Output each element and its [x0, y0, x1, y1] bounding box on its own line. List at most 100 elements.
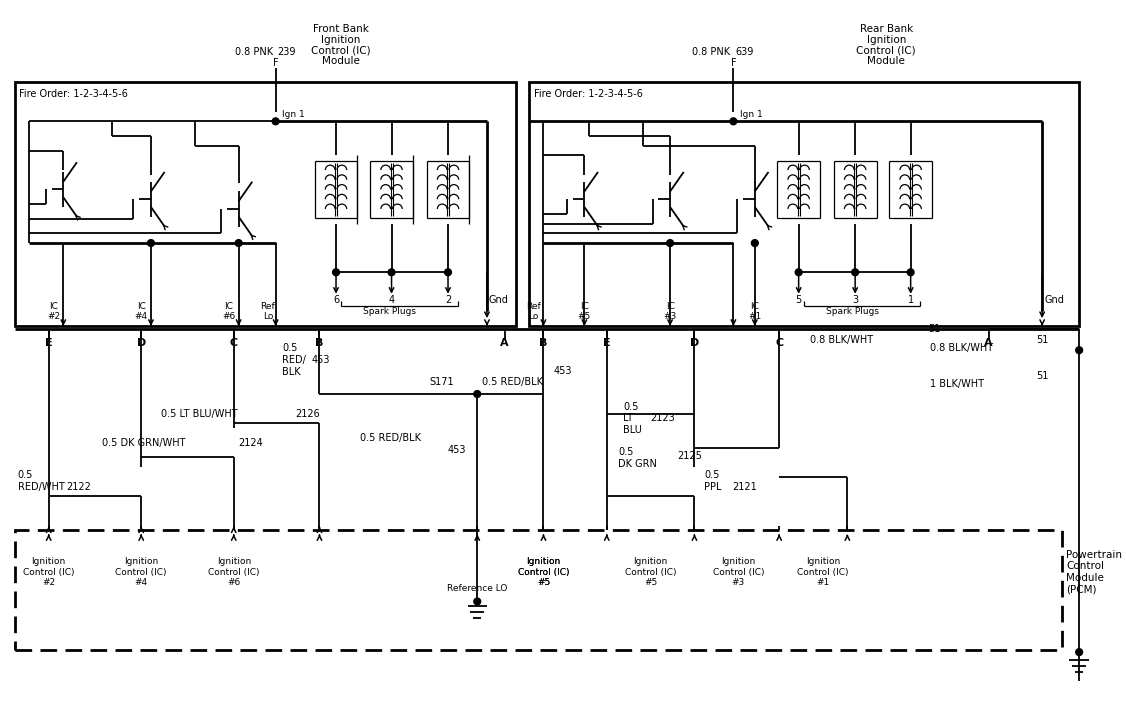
Text: Module: Module	[322, 56, 360, 66]
Text: Reference LO: Reference LO	[447, 584, 508, 593]
Circle shape	[751, 240, 758, 247]
Text: IC: IC	[50, 302, 59, 311]
Text: 2123: 2123	[651, 413, 676, 423]
Text: A: A	[984, 338, 993, 348]
Text: Ignition
Control (IC)
#5: Ignition Control (IC) #5	[518, 558, 570, 587]
Text: Lo: Lo	[528, 312, 539, 320]
Text: A: A	[500, 338, 509, 348]
Text: 0.5: 0.5	[283, 343, 297, 353]
Text: IC: IC	[224, 302, 233, 311]
Text: 0.5 RED/BLK: 0.5 RED/BLK	[482, 378, 543, 388]
Text: Module: Module	[1066, 573, 1105, 583]
Text: Module: Module	[867, 56, 905, 66]
Text: 0.5: 0.5	[704, 470, 720, 480]
Text: IC: IC	[665, 302, 674, 311]
Text: #5: #5	[578, 312, 591, 320]
Text: Control: Control	[1066, 561, 1105, 571]
Circle shape	[474, 390, 481, 398]
Circle shape	[235, 240, 242, 247]
Text: 0.8 BLK/WHT: 0.8 BLK/WHT	[930, 343, 993, 353]
Text: Powertrain: Powertrain	[1066, 550, 1123, 560]
Text: Ign 1: Ign 1	[283, 110, 305, 119]
Text: 2122: 2122	[66, 481, 91, 491]
Text: BLK: BLK	[283, 367, 301, 377]
Text: Spark Plugs: Spark Plugs	[825, 307, 878, 316]
Circle shape	[388, 269, 395, 276]
Text: 0.5: 0.5	[624, 402, 638, 412]
Text: 0.5: 0.5	[618, 448, 634, 458]
Text: 0.8 BLK/WHT: 0.8 BLK/WHT	[811, 335, 874, 345]
Text: Ignition
Control (IC)
#1: Ignition Control (IC) #1	[797, 558, 849, 587]
Text: Ignition
Control (IC)
#2: Ignition Control (IC) #2	[23, 558, 74, 587]
Text: Ignition
Control (IC)
#4: Ignition Control (IC) #4	[116, 558, 167, 587]
Text: RED/: RED/	[283, 355, 306, 365]
Text: Gnd: Gnd	[489, 295, 509, 305]
Text: D: D	[136, 338, 146, 348]
Text: E: E	[45, 338, 53, 348]
Text: Spark Plugs: Spark Plugs	[363, 307, 417, 316]
Circle shape	[332, 269, 339, 276]
Text: Ref: Ref	[260, 302, 275, 311]
Text: 2121: 2121	[732, 481, 757, 491]
Text: S171: S171	[429, 378, 454, 388]
Text: Ignition: Ignition	[867, 34, 906, 44]
Text: Front Bank: Front Bank	[313, 24, 369, 34]
Text: 453: 453	[553, 365, 572, 375]
Text: 5: 5	[796, 295, 802, 305]
Text: F: F	[731, 58, 736, 68]
Text: C: C	[775, 338, 784, 348]
Text: Ignition
Control (IC)
#5: Ignition Control (IC) #5	[518, 558, 570, 587]
Text: 453: 453	[312, 355, 330, 365]
Text: #1: #1	[748, 312, 761, 320]
Text: #6: #6	[222, 312, 235, 320]
Text: 2125: 2125	[677, 451, 701, 461]
Text: Ignition
Control (IC)
#5: Ignition Control (IC) #5	[625, 558, 677, 587]
Circle shape	[667, 240, 673, 247]
Text: Ignition
Control (IC)
#3: Ignition Control (IC) #3	[713, 558, 765, 587]
Text: C: C	[230, 338, 238, 348]
Circle shape	[795, 269, 802, 276]
Text: 4: 4	[388, 295, 394, 305]
Text: 0.8 PNK: 0.8 PNK	[692, 47, 731, 57]
Text: 453: 453	[448, 445, 466, 455]
Circle shape	[1075, 649, 1082, 656]
Text: (PCM): (PCM)	[1066, 585, 1097, 595]
Text: Gnd: Gnd	[1044, 295, 1064, 305]
Circle shape	[908, 269, 914, 276]
Bar	[15, 82, 516, 326]
Text: #3: #3	[663, 312, 677, 320]
Text: 51: 51	[1036, 335, 1048, 345]
Text: 239: 239	[278, 47, 296, 57]
Text: IC: IC	[750, 302, 759, 311]
Text: Control (IC): Control (IC)	[311, 45, 370, 55]
Text: E: E	[602, 338, 610, 348]
Text: IC: IC	[136, 302, 145, 311]
Text: 639: 639	[735, 47, 753, 57]
Text: 6: 6	[333, 295, 339, 305]
Text: 3: 3	[852, 295, 858, 305]
Text: D: D	[690, 338, 699, 348]
Circle shape	[730, 118, 736, 124]
Text: IC: IC	[580, 302, 589, 311]
Text: 51: 51	[1036, 372, 1048, 382]
Text: F: F	[272, 58, 278, 68]
Text: 2126: 2126	[295, 408, 320, 418]
Text: RED/WHT: RED/WHT	[18, 481, 64, 491]
Text: 1 BLK/WHT: 1 BLK/WHT	[930, 379, 984, 389]
Circle shape	[148, 240, 154, 247]
Text: PPL: PPL	[704, 481, 722, 491]
Circle shape	[445, 269, 452, 276]
Text: 2: 2	[445, 295, 452, 305]
Text: Fire Order: 1-2-3-4-5-6: Fire Order: 1-2-3-4-5-6	[19, 89, 128, 99]
Bar	[529, 82, 1079, 326]
Text: #4: #4	[135, 312, 148, 320]
Text: Ignition
Control (IC)
#6: Ignition Control (IC) #6	[208, 558, 259, 587]
Text: Control (IC): Control (IC)	[857, 45, 917, 55]
Text: Lo: Lo	[262, 312, 272, 320]
Text: 51: 51	[928, 324, 940, 334]
Circle shape	[272, 118, 279, 124]
Text: Ignition: Ignition	[321, 34, 360, 44]
Text: LT: LT	[624, 413, 633, 423]
Text: BLU: BLU	[624, 425, 642, 435]
Text: 0.5 DK GRN/WHT: 0.5 DK GRN/WHT	[102, 438, 186, 448]
